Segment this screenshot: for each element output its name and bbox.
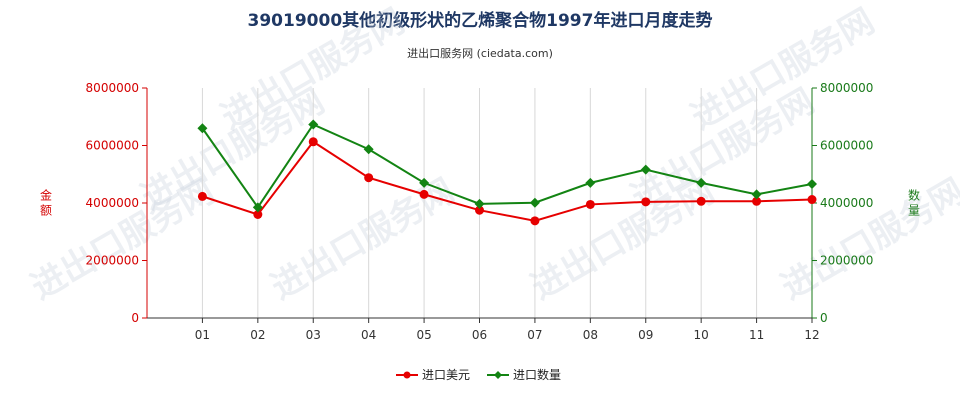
data-point [474,198,485,209]
legend-label: 进口美元 [422,368,470,382]
data-point [475,205,484,215]
chart-title: 39019000其他初级形状的乙烯聚合物1997年进口月度走势 [247,11,713,31]
y-right-tick-label: 6000000 [820,139,873,153]
x-tick-label: 05 [416,328,431,342]
data-point [641,197,651,207]
x-tick-label: 10 [694,328,709,342]
y-right-tick-label: 8000000 [820,81,873,95]
x-tick-label: 08 [583,328,598,342]
data-point [308,119,319,130]
data-point [529,197,540,208]
series-line [201,123,813,210]
data-point [585,199,595,209]
y-right-axis-title: 数量 [908,188,920,218]
y-left-tick-label: 4000000 [86,196,139,210]
legend-swatch-marker [403,371,411,379]
data-point [419,189,429,199]
x-tick-label: 06 [472,328,487,342]
data-point [696,196,706,206]
data-point [751,189,762,200]
watermark-text: 进出口服务网 [265,171,462,308]
series-line [202,140,813,222]
y-right-tick-label: 0 [820,311,828,325]
y-right-tick-label: 4000000 [820,196,873,210]
data-point [363,144,374,155]
data-point [640,164,651,175]
y-left-tick-label: 0 [131,311,139,325]
data-point [364,173,374,183]
watermark-text: 进出口服务网 [775,171,960,308]
data-point [752,196,762,206]
data-point [308,137,318,147]
legend: 进口美元 进口数量 [396,367,561,382]
data-point [585,177,596,188]
data-point [252,202,263,213]
legend-swatch-marker [494,371,502,379]
x-tick-label: 12 [804,328,819,342]
legend-label: 进口数量 [513,367,561,382]
x-tick-label: 09 [638,328,653,342]
series-layer [197,119,817,226]
y-left-axis-title: 金额 [40,188,52,218]
y-left-tick-label: 8000000 [86,81,139,95]
chart-subtitle: 进出口服务网 (ciedata.com) [407,47,553,60]
y-left-tick-label: 6000000 [86,139,139,153]
y-left-tick-label: 2000000 [86,254,139,268]
data-point [253,210,263,219]
watermark-text: 进出口服务网 [525,171,722,308]
data-point [419,177,430,188]
x-tick-label: 07 [527,328,542,342]
data-point [197,191,207,201]
data-point [696,177,707,188]
x-tick-label: 02 [250,328,265,342]
x-tick-label: 03 [306,328,321,342]
y-right-tick-label: 2000000 [820,254,873,268]
x-tick-label: 11 [749,328,764,342]
x-tick-label: 01 [195,328,210,342]
data-point [530,216,540,226]
data-point [807,179,817,190]
x-tick-label: 04 [361,328,376,342]
data-point [807,195,817,205]
data-point [197,123,208,134]
